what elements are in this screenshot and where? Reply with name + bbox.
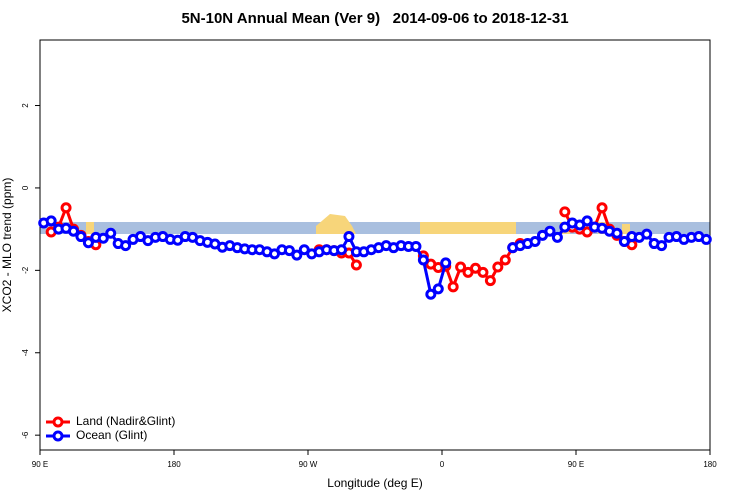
land-patch	[316, 214, 356, 234]
data-point	[611, 227, 623, 239]
y-tick-label: -4	[21, 349, 30, 357]
data-point	[596, 202, 608, 214]
data-point	[432, 283, 444, 295]
data-point	[120, 240, 132, 252]
data-point	[425, 288, 437, 300]
data-point	[343, 231, 355, 243]
data-point	[581, 226, 593, 238]
data-point	[700, 233, 712, 245]
x-tick-label: 180	[167, 460, 181, 469]
legend-marker	[52, 416, 64, 428]
data-point	[105, 227, 117, 239]
x-tick-label: 180	[703, 460, 717, 469]
data-point	[455, 261, 467, 273]
y-tick-label: 0	[21, 185, 30, 190]
land-patch	[622, 224, 630, 234]
data-point	[581, 215, 593, 227]
data-point	[75, 231, 87, 243]
data-point	[499, 254, 511, 266]
legend-label: Ocean (Glint)	[76, 428, 147, 442]
y-tick-label: 2	[21, 103, 30, 108]
data-point	[283, 245, 295, 257]
data-point	[447, 281, 459, 293]
data-point	[60, 202, 72, 214]
plot-frame	[39, 39, 711, 451]
legend: Land (Nadir&Glint)Ocean (Glint)	[46, 414, 175, 442]
data-point	[417, 254, 429, 266]
legend-marker	[52, 430, 64, 442]
chart-title: 5N-10N Annual Mean (Ver 9) 2014-09-06 to…	[181, 10, 568, 27]
y-axis-title: XCO2 - MLO trend (ppm)	[0, 178, 14, 313]
data-point	[350, 259, 362, 271]
data-point	[336, 244, 347, 256]
legend-label: Land (Nadir&Glint)	[76, 414, 175, 428]
y-tick-label: -6	[21, 431, 30, 439]
data-point	[618, 235, 630, 247]
data-point	[641, 228, 653, 240]
land-patch	[86, 222, 94, 234]
x-axis-title: Longitude (deg E)	[327, 476, 422, 490]
land-patch	[420, 222, 516, 234]
data-point	[97, 232, 109, 244]
data-point	[529, 235, 541, 247]
data-point	[492, 261, 504, 273]
x-tick-label: 90 E	[568, 460, 584, 469]
data-point	[656, 240, 668, 252]
data-point	[477, 266, 489, 278]
data-point	[544, 225, 556, 237]
x-tick-label: 90 W	[299, 460, 318, 469]
x-tick-label: 90 E	[32, 460, 48, 469]
data-point	[410, 240, 422, 252]
y-tick-label: -2	[21, 266, 30, 274]
data-point	[68, 225, 79, 237]
x-tick-label: 0	[440, 460, 445, 469]
data-point	[45, 215, 57, 227]
data-point	[82, 237, 94, 249]
data-point	[551, 231, 563, 243]
data-point	[291, 249, 303, 261]
data-point	[484, 275, 496, 287]
data-point	[559, 206, 571, 218]
data-point	[440, 257, 452, 269]
